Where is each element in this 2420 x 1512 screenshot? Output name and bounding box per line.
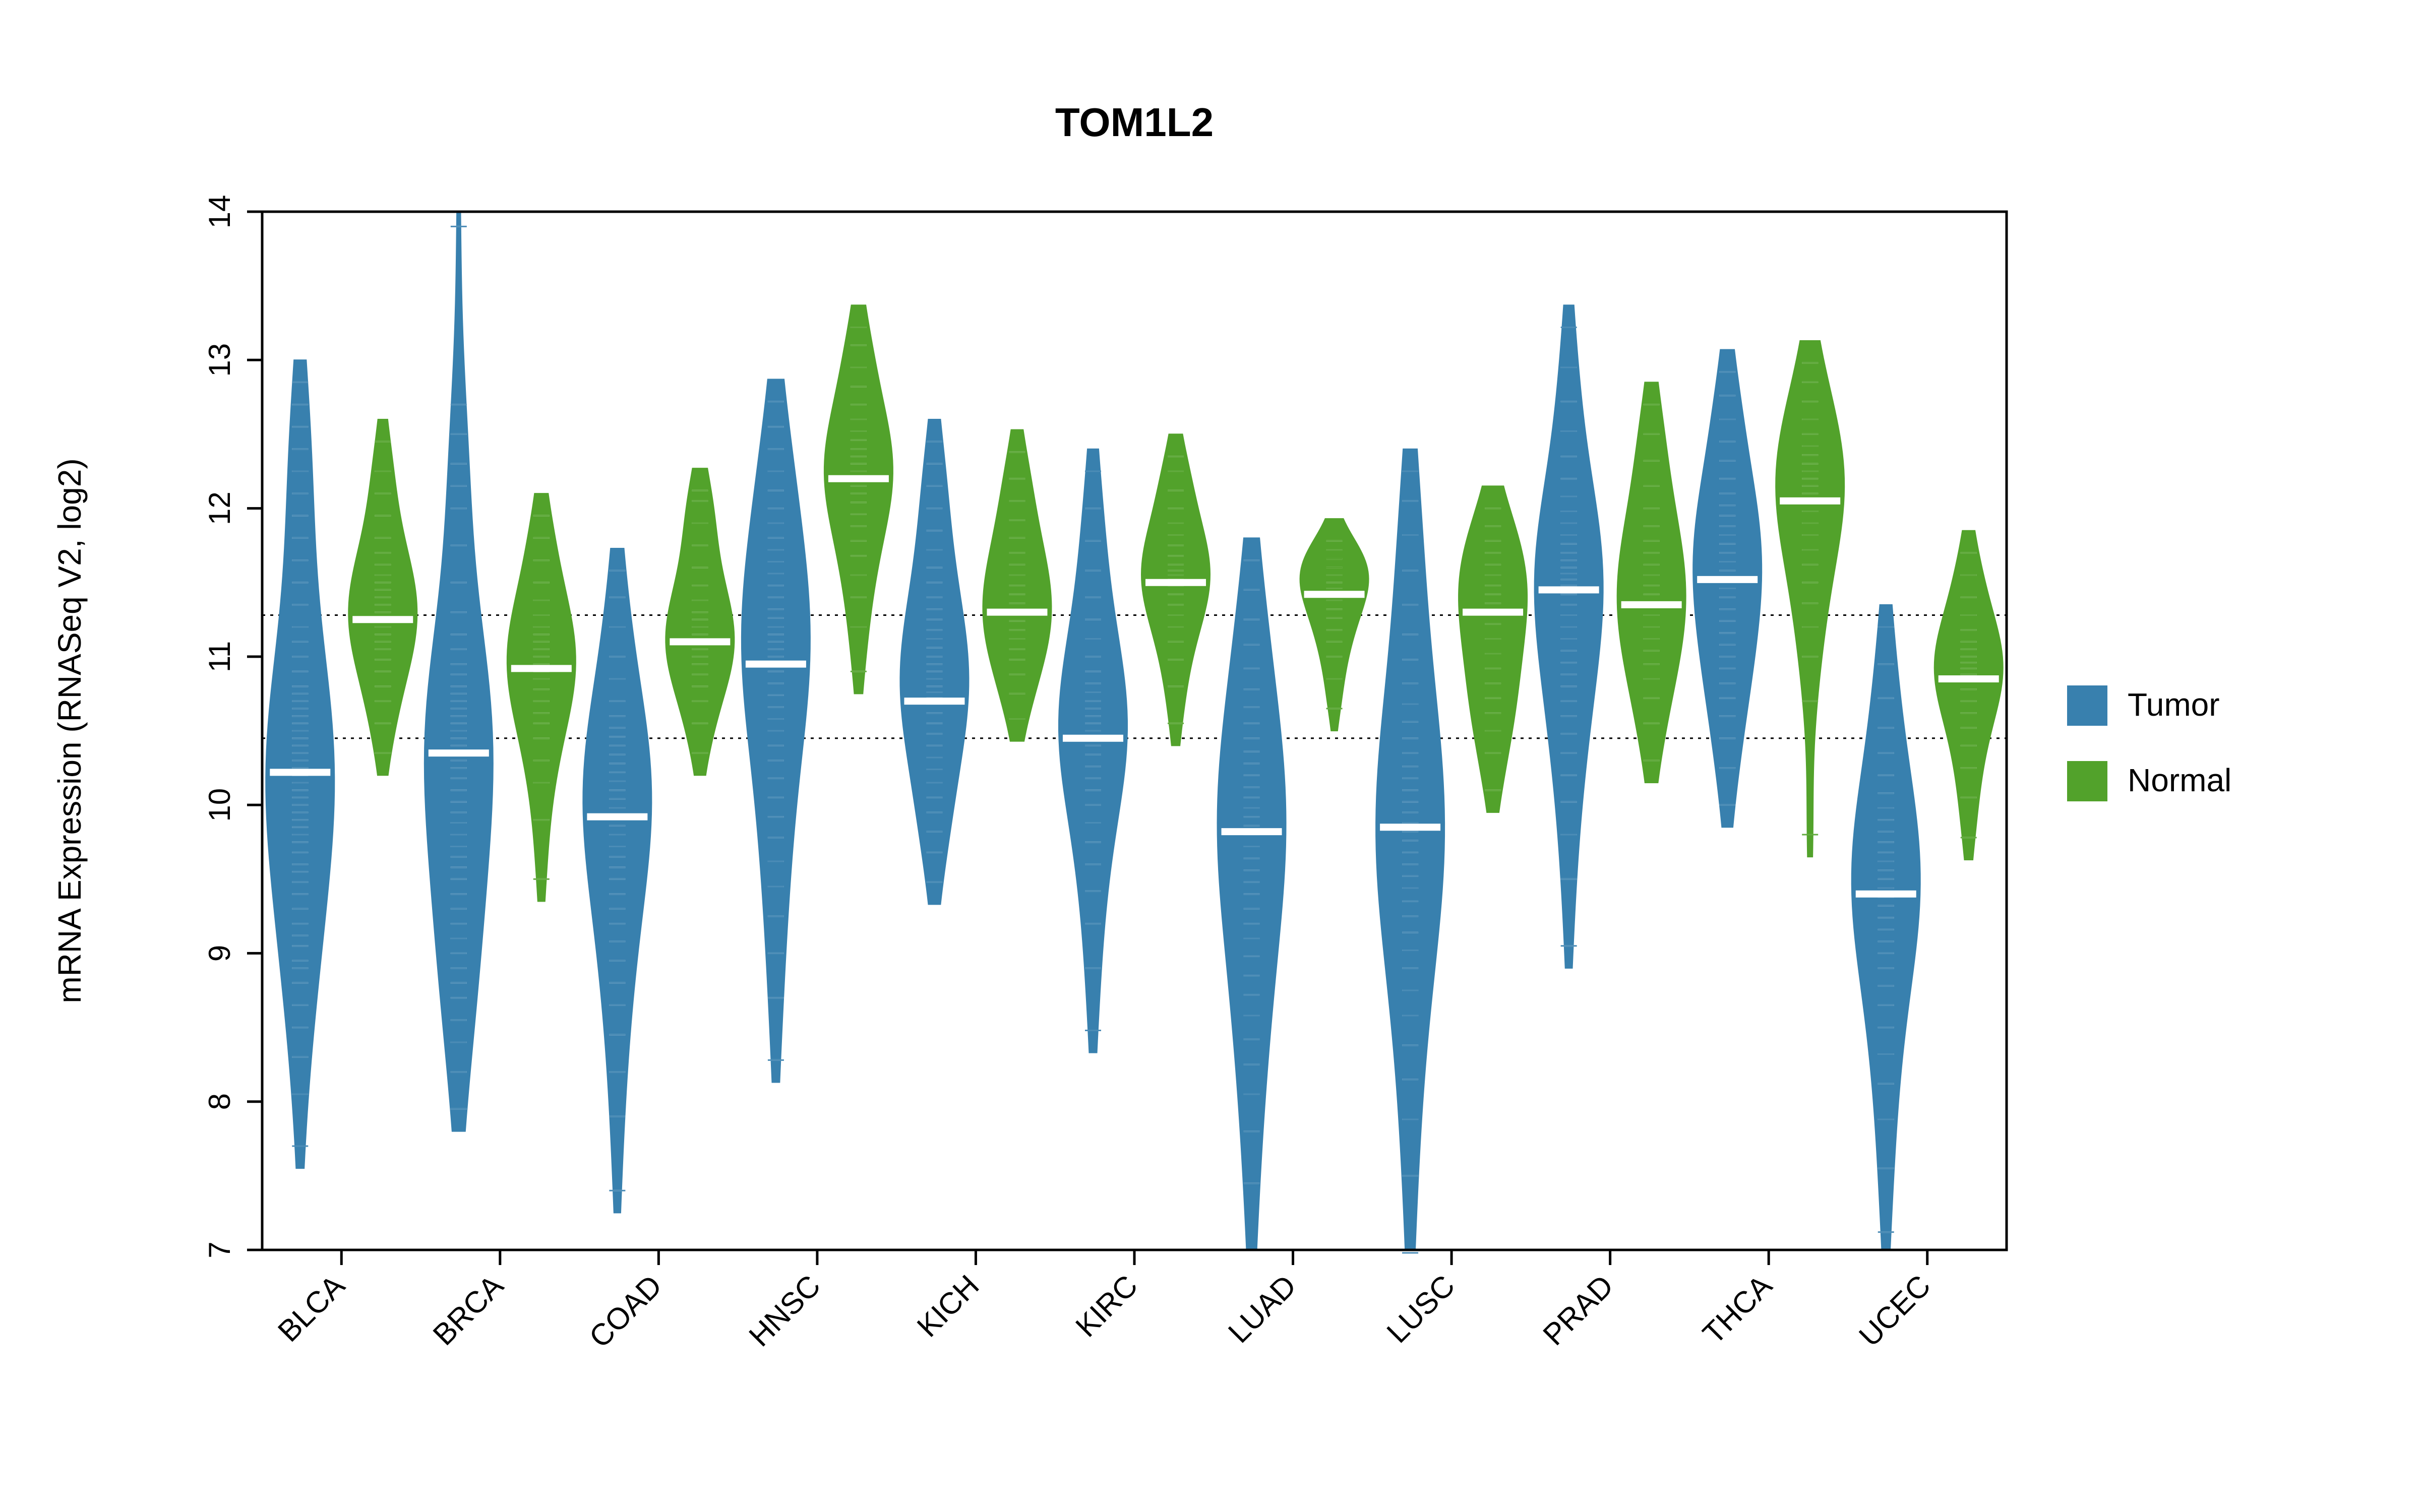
chart-title: TOM1L2 <box>1055 100 1214 145</box>
x-tick-label: UCEC <box>1852 1269 1937 1353</box>
x-tick-label: PRAD <box>1537 1269 1620 1352</box>
x-tick-label: KIRC <box>1069 1269 1144 1344</box>
y-tick-label: 12 <box>203 491 236 525</box>
y-tick-label: 10 <box>203 788 236 822</box>
x-tick-label: KICH <box>911 1269 986 1344</box>
legend-swatch <box>2067 761 2107 801</box>
x-tick-label: BLCA <box>271 1269 351 1348</box>
x-tick-label: LUSC <box>1380 1269 1462 1350</box>
legend-swatch <box>2067 685 2107 726</box>
x-tick-label: BRCA <box>427 1269 510 1352</box>
x-tick-label: THCA <box>1696 1269 1778 1351</box>
y-tick-label: 7 <box>203 1241 236 1258</box>
x-tick-label: LUAD <box>1222 1269 1303 1350</box>
y-tick-label: 13 <box>203 343 236 377</box>
y-tick-label: 8 <box>203 1093 236 1110</box>
x-tick-label: COAD <box>583 1269 669 1354</box>
y-tick-label: 9 <box>203 945 236 962</box>
x-tick-label: HNSC <box>743 1269 827 1353</box>
y-tick-label: 11 <box>203 641 236 672</box>
chart-svg: TOM1L2 mRNA Expression (RNASeq V2, log2) 7… <box>0 0 2420 1512</box>
y-axis-label: mRNA Expression (RNASeq V2, log2) <box>51 458 88 1003</box>
chart-container: TOM1L2 mRNA Expression (RNASeq V2, log2) 7… <box>0 0 2420 1512</box>
legend-label: Normal <box>2128 762 2231 798</box>
y-tick-label: 14 <box>203 195 236 229</box>
legend-label: Tumor <box>2128 686 2220 723</box>
